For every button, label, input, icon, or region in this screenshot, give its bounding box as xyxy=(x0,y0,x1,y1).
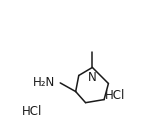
Text: N: N xyxy=(88,71,97,84)
Text: HCl: HCl xyxy=(22,105,42,118)
Text: H₂N: H₂N xyxy=(32,76,55,89)
Text: HCl: HCl xyxy=(105,89,125,102)
